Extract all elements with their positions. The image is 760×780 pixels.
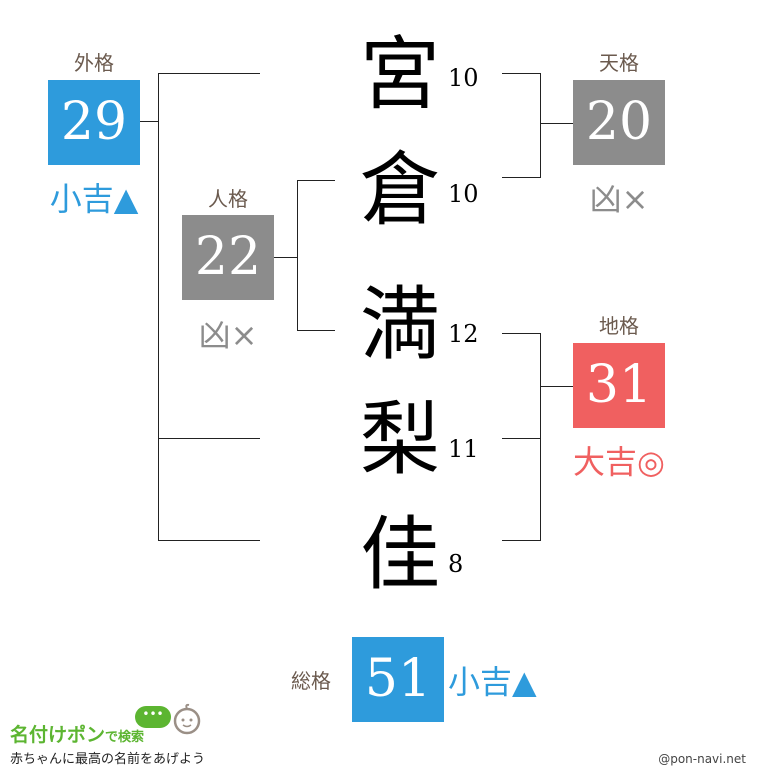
bracket-line bbox=[540, 386, 573, 387]
gaikaku-value: 29 bbox=[48, 80, 140, 165]
bracket-line bbox=[297, 180, 335, 181]
jinkaku-label: 人格 bbox=[208, 187, 248, 211]
name-char: 満 bbox=[360, 278, 440, 371]
logo-sub: で検索 bbox=[105, 730, 145, 745]
bracket-line bbox=[502, 73, 540, 74]
bracket-line bbox=[502, 177, 540, 178]
stroke-count: 11 bbox=[448, 435, 479, 463]
tenkaku-value: 20 bbox=[573, 80, 665, 165]
chikaku-result: 大吉◎ bbox=[573, 443, 665, 481]
bracket-line bbox=[540, 333, 541, 541]
stroke-count: 8 bbox=[448, 550, 464, 578]
name-char: 佳 bbox=[360, 508, 440, 601]
jinkaku-result: 凶× bbox=[198, 316, 258, 354]
soukaku-label: 総格 bbox=[291, 669, 331, 693]
bracket-line bbox=[140, 121, 158, 122]
bracket-line bbox=[297, 180, 298, 331]
bracket-line bbox=[158, 73, 159, 541]
bracket-line bbox=[158, 438, 260, 439]
bracket-line bbox=[540, 123, 573, 124]
stroke-count: 12 bbox=[448, 320, 479, 348]
tenkaku-label: 天格 bbox=[599, 51, 639, 75]
chikaku-label: 地格 bbox=[599, 314, 639, 338]
bracket-line bbox=[274, 257, 297, 258]
gaikaku-label: 外格 bbox=[74, 51, 114, 75]
bracket-line bbox=[297, 330, 335, 331]
stroke-count: 10 bbox=[448, 64, 479, 92]
jinkaku-value: 22 bbox=[182, 215, 274, 300]
tagline: 赤ちゃんに最高の名前をあげよう bbox=[10, 752, 206, 767]
soukaku-result: 小吉▲ bbox=[448, 663, 537, 701]
speech-bubble-icon: ••• bbox=[135, 706, 171, 728]
logo[interactable]: 名付けポンで検索 bbox=[10, 720, 144, 747]
bracket-line bbox=[540, 73, 541, 178]
name-char: 倉 bbox=[360, 143, 440, 236]
name-char: 梨 bbox=[360, 393, 440, 486]
bracket-line bbox=[502, 438, 540, 439]
name-char: 宮 bbox=[360, 28, 440, 121]
soukaku-value: 51 bbox=[352, 637, 444, 722]
bracket-line bbox=[158, 540, 260, 541]
bracket-line bbox=[158, 73, 260, 74]
site-credit: @pon-navi.net bbox=[658, 752, 746, 766]
chikaku-value: 31 bbox=[573, 343, 665, 428]
tenkaku-result: 凶× bbox=[589, 180, 649, 218]
baby-face-icon bbox=[173, 703, 201, 735]
gaikaku-result: 小吉▲ bbox=[49, 180, 139, 218]
stroke-count: 10 bbox=[448, 180, 479, 208]
logo-main: 名付けポン bbox=[10, 724, 106, 746]
bracket-line bbox=[502, 333, 540, 334]
bracket-line bbox=[502, 540, 540, 541]
